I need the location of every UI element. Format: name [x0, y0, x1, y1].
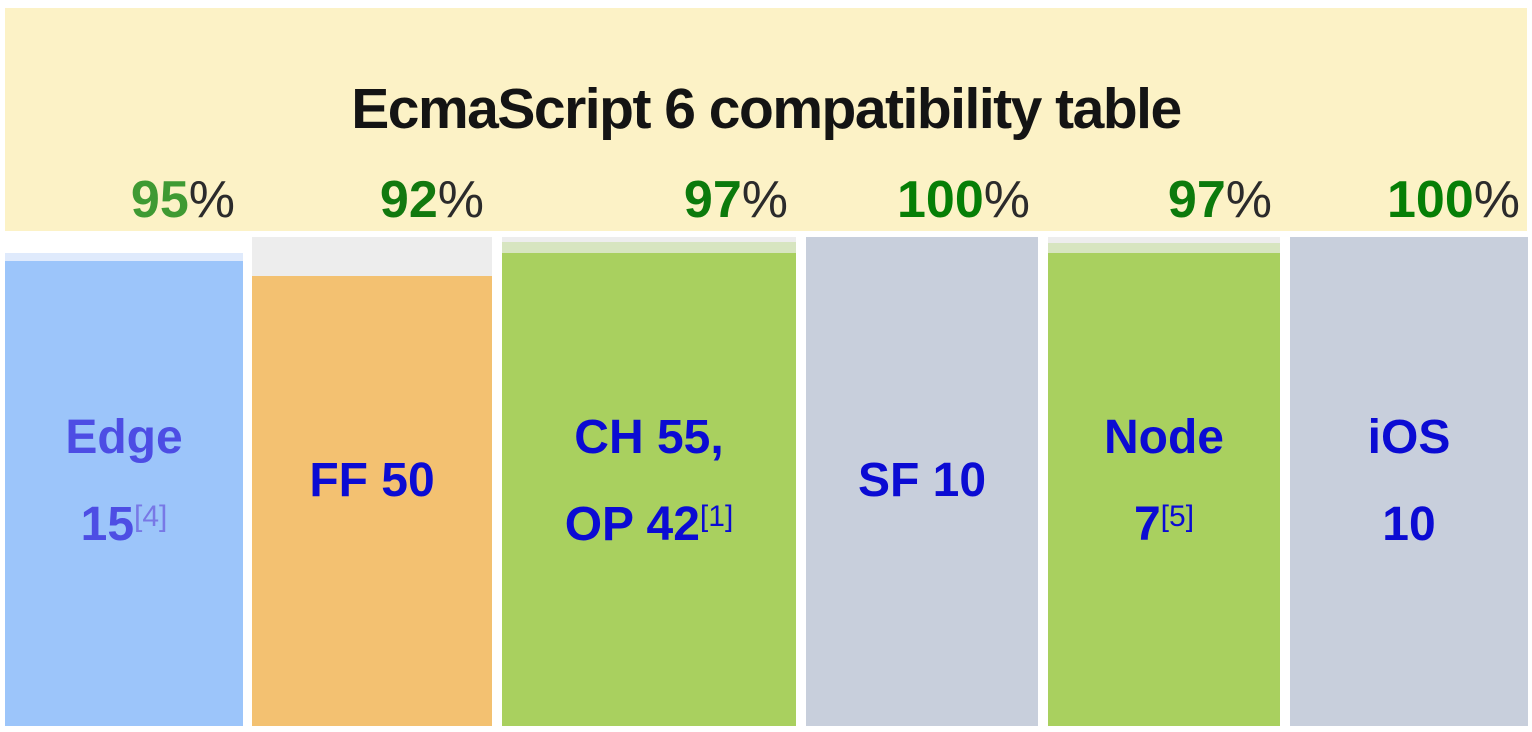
column-header-cell-ff-50[interactable] — [252, 276, 492, 726]
column-header-cell-node-7[interactable] — [1048, 253, 1280, 726]
percent-sign: % — [1473, 171, 1520, 229]
percent-sign: % — [983, 171, 1030, 229]
unfilled-strip — [5, 253, 243, 261]
percent-sign: % — [437, 171, 484, 229]
percent-sign: % — [741, 171, 788, 229]
percent-value: 100 — [896, 171, 984, 229]
footnote-link[interactable]: [5] — [1160, 499, 1195, 533]
unfilled-strip — [1048, 243, 1280, 253]
percent-label-ios: 100% — [1290, 166, 1520, 226]
percent-value: 100 — [1386, 171, 1474, 229]
percent-value: 95 — [130, 171, 189, 229]
percent-sign: % — [1225, 171, 1272, 229]
percent-sign: % — [188, 171, 235, 229]
unfilled-strip — [252, 237, 492, 276]
percent-label-edge: 95% — [5, 166, 235, 226]
column-header-cell-sf-10[interactable] — [806, 237, 1038, 726]
column-header-cell-ch-55-op-42[interactable] — [502, 253, 796, 726]
column-ff-50: FF 50 — [252, 237, 492, 726]
column-node-7: Node 7[5] — [1048, 237, 1280, 726]
percent-label-sf: 100% — [806, 166, 1030, 226]
column-edge-15: Edge 15[4] — [5, 237, 243, 726]
column-sf-10: SF 10 — [806, 237, 1038, 726]
percent-label-ch-op: 97% — [502, 166, 788, 226]
page-title: EcmaScript 6 compatibility table — [351, 77, 1182, 141]
percent-value: 92 — [379, 171, 438, 229]
unfilled-strip — [502, 237, 796, 242]
unfilled-strip — [502, 242, 796, 253]
percent-label-node: 97% — [1048, 166, 1272, 226]
percent-value: 97 — [1167, 171, 1226, 229]
footnote-link[interactable]: [4] — [134, 499, 168, 533]
column-ch-55-op-42: CH 55, OP 42[1] — [502, 237, 796, 726]
column-header-cell-edge-15[interactable] — [5, 261, 243, 726]
unfilled-strip — [5, 237, 243, 253]
percent-value: 97 — [683, 171, 742, 229]
unfilled-strip — [1048, 237, 1280, 243]
header-banner: EcmaScript 6 compatibility table 95% 92%… — [5, 8, 1527, 231]
percent-label-ff: 92% — [252, 166, 484, 226]
column-ios-10: iOS 10 — [1290, 237, 1528, 726]
column-header-cell-ios-10[interactable] — [1290, 237, 1528, 726]
footnote-link[interactable]: [1] — [699, 499, 734, 533]
